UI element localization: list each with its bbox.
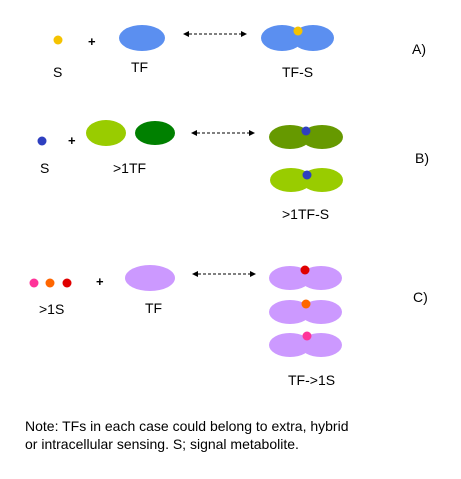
bound-signal-dot-yellow (293, 26, 303, 36)
bound-signal-dot-orange (301, 299, 311, 309)
footnote-line-1: Note: TFs in each case could belong to e… (25, 418, 349, 434)
panel-c-complex-dimer-orange (269, 299, 342, 324)
bound-signal-dot-red (300, 265, 310, 275)
panel-b-signal-label: S (40, 160, 49, 176)
panel-b-complex-dimer-olive (269, 125, 343, 149)
panel-c-signal-label: >1S (39, 301, 64, 317)
panel-a-complex-label: TF-S (282, 64, 313, 80)
panel-c: >1S + TF TF->1S C) (29, 265, 428, 388)
panel-b-transcription-factor-dark-green (135, 121, 175, 145)
panel-b: S + >1TF >1TF-S B) (37, 120, 429, 222)
footnote-line-2: or intracellular sensing. S; signal meta… (25, 436, 299, 452)
panel-b-complex-dimer-light-green (270, 168, 343, 192)
panel-b-transcription-factor-light-green (86, 120, 126, 146)
panel-a-plus-sign: + (88, 34, 96, 49)
panel-c-letter: C) (413, 289, 428, 305)
panel-a-signal-label: S (53, 64, 62, 80)
panel-c-tf-label: TF (145, 300, 162, 316)
panel-a-letter: A) (412, 41, 426, 57)
panel-c-transcription-factor-purple (125, 265, 175, 291)
panel-b-tf-label: >1TF (113, 160, 146, 176)
panel-c-complex-label: TF->1S (288, 372, 335, 388)
panel-a-transcription-factor-blue (119, 25, 165, 51)
bound-signal-dot-blue (302, 170, 312, 180)
signal-metabolite-dot-red (62, 278, 72, 288)
panel-b-plus-sign: + (68, 133, 76, 148)
panel-b-complex-label: >1TF-S (282, 206, 329, 222)
bound-signal-dot-blue (301, 126, 311, 136)
signal-metabolite-dot-pink (29, 278, 39, 288)
panel-a-tf-label: TF (131, 59, 148, 75)
panel-c-plus-sign: + (96, 274, 104, 289)
signal-metabolite-dot-orange (45, 278, 55, 288)
panel-b-letter: B) (415, 150, 429, 166)
panel-a-complex-dimer (261, 25, 334, 51)
panel-c-complex-dimer-pink (269, 331, 342, 357)
footnote: Note: TFs in each case could belong to e… (25, 417, 445, 453)
panel-c-complex-dimer-red (269, 265, 342, 290)
signal-metabolite-dot-yellow (53, 35, 63, 45)
signal-metabolite-dot-blue (37, 136, 47, 146)
bound-signal-dot-pink (302, 331, 312, 341)
panel-a: S + TF TF-S A) (53, 25, 426, 80)
